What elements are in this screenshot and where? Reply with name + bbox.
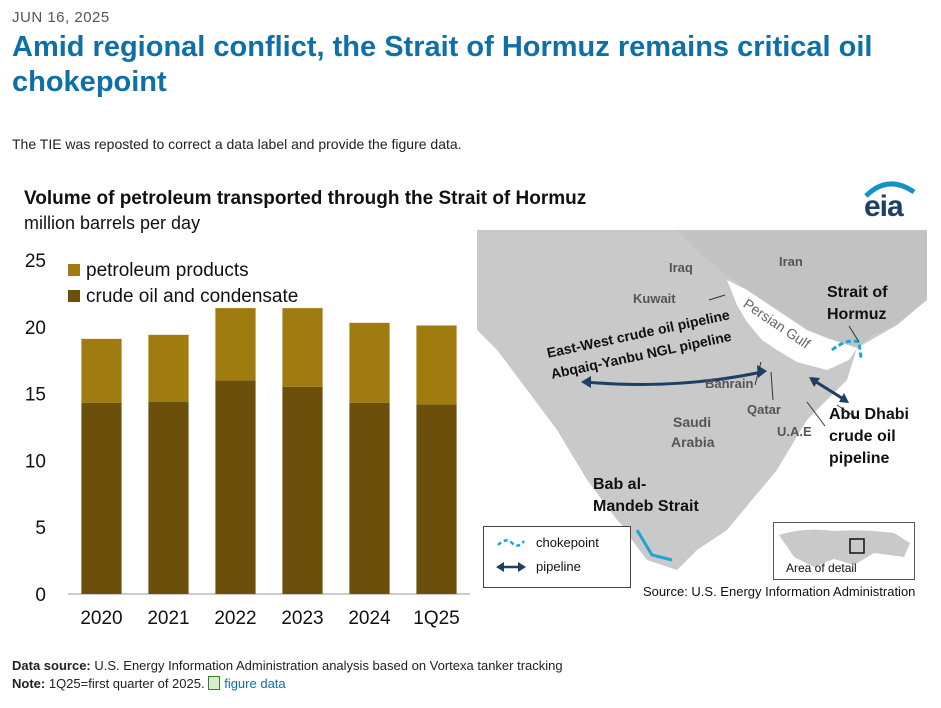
x-tick-label: 2020 <box>80 608 122 629</box>
abu-dhabi-east-arrowhead <box>839 393 849 403</box>
bab-chokepoint-mark <box>635 529 673 562</box>
area-of-detail-inset: Area of detail <box>773 522 915 580</box>
map-east-west-pipeline <box>584 370 763 386</box>
bar-segment <box>81 402 122 594</box>
hormuz-chokepoint-mark <box>831 339 863 359</box>
map-red-sea <box>477 330 627 535</box>
abu-dhabi-west-arrowhead <box>809 377 820 387</box>
label-uae: U.A.E <box>777 424 812 439</box>
leader-abu-dhabi <box>836 404 858 419</box>
label-bab-line2: Mandeb Strait <box>593 498 699 515</box>
y-tick-label: 10 <box>25 451 46 472</box>
spreadsheet-icon <box>208 676 221 690</box>
label-abu-dhabi-line3: pipeline <box>829 450 890 467</box>
inset-detail-box <box>849 538 865 554</box>
bar-segment <box>282 386 323 594</box>
legend-pipeline-label: pipeline <box>536 559 581 574</box>
y-tick-label: 20 <box>25 318 46 339</box>
legend-label: petroleum products <box>86 260 249 281</box>
bar-segment <box>349 322 390 403</box>
bar-segment <box>416 404 457 594</box>
footer-note-label: Note: <box>12 676 46 691</box>
footer-data-source-text: U.S. Energy Information Administration a… <box>94 658 563 673</box>
article-title: Amid regional conflict, the Strait of Ho… <box>12 31 873 98</box>
eia-logo-text: eia <box>864 190 904 223</box>
footer-data-source-label: Data source: <box>12 658 91 673</box>
strait-map: Iraq Iran Kuwait Persian Gulf Bahrain Qa… <box>477 230 927 600</box>
label-strait-of-hormuz-line2: Hormuz <box>827 306 887 323</box>
inset-world-graphic <box>779 529 910 567</box>
footer-data-source: Data source: U.S. Energy Information Adm… <box>12 658 563 673</box>
map-graphic <box>477 230 927 600</box>
bar-segment <box>416 325 457 405</box>
label-kuwait: Kuwait <box>633 291 676 306</box>
bar-segment <box>215 380 256 594</box>
map-legend: chokepoint pipeline <box>483 526 631 588</box>
leader-bahrain <box>754 361 762 386</box>
bar-segment <box>282 308 323 387</box>
label-abu-dhabi-line2: crude oil <box>829 428 896 445</box>
leader-qatar <box>770 371 774 401</box>
label-iraq: Iraq <box>669 260 693 275</box>
article-date: JUN 16, 2025 <box>12 9 110 26</box>
x-tick-label: 2022 <box>214 608 256 629</box>
label-bab-line1: Bab al- <box>593 476 647 493</box>
legend-chokepoint-symbol <box>497 539 525 547</box>
y-tick-label: 0 <box>35 585 46 606</box>
legend-label: crude oil and condensate <box>86 286 298 307</box>
bar-segment <box>81 338 122 403</box>
footer-note-text: 1Q25=first quarter of 2025. <box>48 676 205 691</box>
bar-segment <box>349 402 390 594</box>
bar-segment <box>148 401 189 594</box>
y-tick-label: 25 <box>25 251 46 272</box>
inset-label: Area of detail <box>786 561 857 575</box>
label-qatar: Qatar <box>747 402 781 417</box>
map-source: Source: U.S. Energy Information Administ… <box>643 584 916 599</box>
y-tick-label: 5 <box>35 518 46 539</box>
leader-kuwait <box>708 294 726 301</box>
x-tick-label: 1Q25 <box>413 608 459 629</box>
leader-strait-of-hormuz <box>848 325 860 343</box>
y-tick-label: 15 <box>25 385 46 406</box>
x-tick-label: 2024 <box>348 608 391 629</box>
article-intro: The TIE was reposted to correct a data l… <box>12 136 462 152</box>
map-abu-dhabi-pipeline <box>812 378 846 402</box>
pipeline-west-arrowhead <box>581 376 591 388</box>
label-saudi-line2: Arabia <box>671 434 715 450</box>
inset-world-shape <box>779 529 910 567</box>
label-bahrain: Bahrain <box>705 376 754 391</box>
bar-segment <box>148 334 189 402</box>
label-iran: Iran <box>779 254 803 269</box>
x-tick-label: 2021 <box>147 608 189 629</box>
eia-logo-swoosh <box>864 181 916 198</box>
label-saudi-line1: Saudi <box>673 414 712 430</box>
bar-segment <box>215 308 256 381</box>
legend-chokepoint-label: chokepoint <box>536 535 599 550</box>
chart-title: Volume of petroleum transported through … <box>24 188 587 209</box>
chart-subtitle: million barrels per day <box>24 213 201 233</box>
legend-swatch <box>68 264 80 276</box>
x-tick-label: 2023 <box>281 608 323 629</box>
footer-note: Note: 1Q25=first quarter of 2025. figure… <box>12 676 286 691</box>
map-persian-gulf <box>727 280 857 370</box>
label-abu-dhabi-line1: Abu Dhabi <box>829 406 909 423</box>
map-legend-symbols <box>496 539 526 572</box>
label-strait-of-hormuz-line1: Strait of <box>827 284 888 301</box>
legend-pipeline-east-arrowhead <box>518 562 526 572</box>
stacked-bar-chart: 0 5 10 15 20 25 2020 2021 2022 2023 2024 1Q25 petrol… <box>25 251 470 629</box>
leader-uae <box>806 401 826 427</box>
legend-pipeline-west-arrowhead <box>496 562 504 572</box>
legend-swatch <box>68 290 80 302</box>
map-landmass-iran <box>677 230 927 348</box>
eia-logo: eia <box>858 178 918 226</box>
figure-data-link[interactable]: figure data <box>224 676 286 691</box>
